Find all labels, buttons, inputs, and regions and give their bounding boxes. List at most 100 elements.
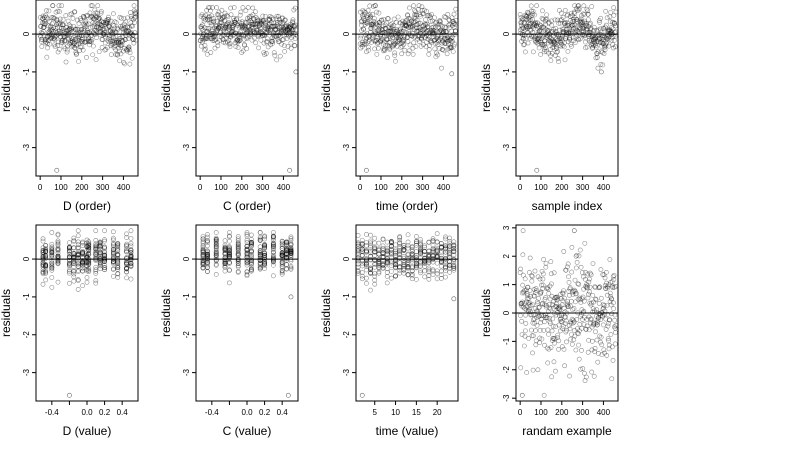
- data-point: [270, 30, 276, 36]
- data-point: [267, 16, 273, 22]
- data-point: [70, 15, 76, 21]
- data-point: [362, 39, 368, 44]
- data-point: [399, 43, 405, 49]
- data-point: [598, 26, 603, 32]
- data-point: [606, 28, 611, 34]
- data-point: [128, 248, 134, 253]
- data-point: [80, 35, 85, 41]
- data-point: [526, 20, 532, 25]
- data-point: [224, 21, 229, 27]
- data-point: [575, 24, 581, 29]
- data-point: [606, 27, 612, 33]
- data-point: [518, 15, 524, 20]
- data-point: [86, 252, 92, 257]
- data-point: [55, 250, 61, 256]
- data-point: [519, 20, 524, 26]
- data-point: [569, 43, 574, 49]
- data-point: [428, 39, 434, 45]
- data-point: [397, 260, 403, 266]
- data-point: [532, 268, 538, 274]
- data-point: [84, 260, 90, 266]
- data-point: [608, 28, 614, 34]
- data-point: [601, 322, 606, 328]
- data-point: [453, 6, 459, 12]
- data-point: [252, 20, 258, 26]
- data-point: [54, 22, 60, 27]
- data-point: [93, 27, 99, 33]
- data-point: [289, 30, 295, 36]
- data-point: [435, 42, 441, 48]
- data-point: [603, 8, 609, 14]
- data-point: [223, 24, 229, 30]
- data-point: [219, 14, 225, 20]
- data-point: [212, 25, 217, 31]
- data-point: [566, 274, 571, 280]
- data-point: [230, 23, 236, 29]
- data-point: [377, 28, 383, 34]
- data-point: [86, 257, 92, 263]
- data-point: [250, 5, 256, 11]
- data-point: [237, 19, 243, 25]
- data-point: [243, 26, 248, 32]
- data-point: [448, 38, 454, 44]
- data-point: [611, 273, 617, 278]
- data-point: [439, 47, 445, 52]
- data-point: [71, 24, 77, 29]
- data-point: [277, 24, 283, 30]
- data-point: [49, 250, 55, 255]
- data-point: [564, 26, 570, 32]
- data-point: [222, 24, 228, 30]
- data-point: [205, 248, 210, 254]
- data-point: [545, 28, 550, 34]
- data-point: [93, 251, 99, 257]
- data-point: [612, 21, 617, 27]
- data-point: [102, 267, 107, 273]
- x-tick-label: 400: [117, 183, 131, 192]
- data-point: [59, 38, 65, 44]
- data-point: [213, 253, 219, 259]
- data-point: [292, 24, 298, 30]
- data-point: [67, 240, 72, 246]
- data-point: [127, 50, 133, 56]
- data-point: [268, 24, 274, 29]
- data-point: [113, 20, 119, 25]
- data-point: [534, 23, 539, 29]
- data-point: [451, 21, 457, 26]
- data-point: [609, 35, 615, 40]
- data-point: [612, 341, 618, 347]
- data-point: [244, 46, 250, 52]
- data-point: [94, 28, 100, 34]
- data-point: [127, 24, 132, 30]
- data-point: [570, 26, 576, 32]
- data-point: [427, 43, 432, 49]
- data-point: [40, 262, 46, 268]
- data-point: [368, 26, 374, 31]
- data-point: [418, 43, 424, 49]
- data-point: [380, 37, 385, 43]
- data-point: [410, 51, 416, 57]
- data-point: [80, 14, 86, 19]
- data-point: [222, 255, 228, 261]
- data-point: [423, 39, 429, 45]
- data-point: [242, 24, 248, 30]
- data-point: [570, 22, 576, 28]
- data-point: [415, 7, 421, 12]
- data-point: [242, 23, 248, 29]
- data-point: [40, 249, 46, 255]
- data-point: [597, 39, 603, 45]
- data-point: [40, 260, 46, 266]
- data-point: [411, 34, 417, 40]
- data-point: [86, 261, 92, 267]
- data-point: [213, 262, 219, 268]
- data-point: [104, 20, 110, 26]
- data-point: [213, 251, 219, 257]
- panel-p5: -0.4 0.0 0.2 0.40-1-2-3D (value)residuals: [0, 224, 139, 438]
- data-point: [553, 36, 559, 42]
- data-point: [79, 37, 85, 43]
- data-point: [49, 15, 55, 20]
- data-point: [90, 52, 96, 58]
- data-point: [383, 26, 388, 31]
- data-point: [210, 5, 215, 10]
- data-point: [600, 25, 606, 31]
- data-point: [603, 270, 609, 275]
